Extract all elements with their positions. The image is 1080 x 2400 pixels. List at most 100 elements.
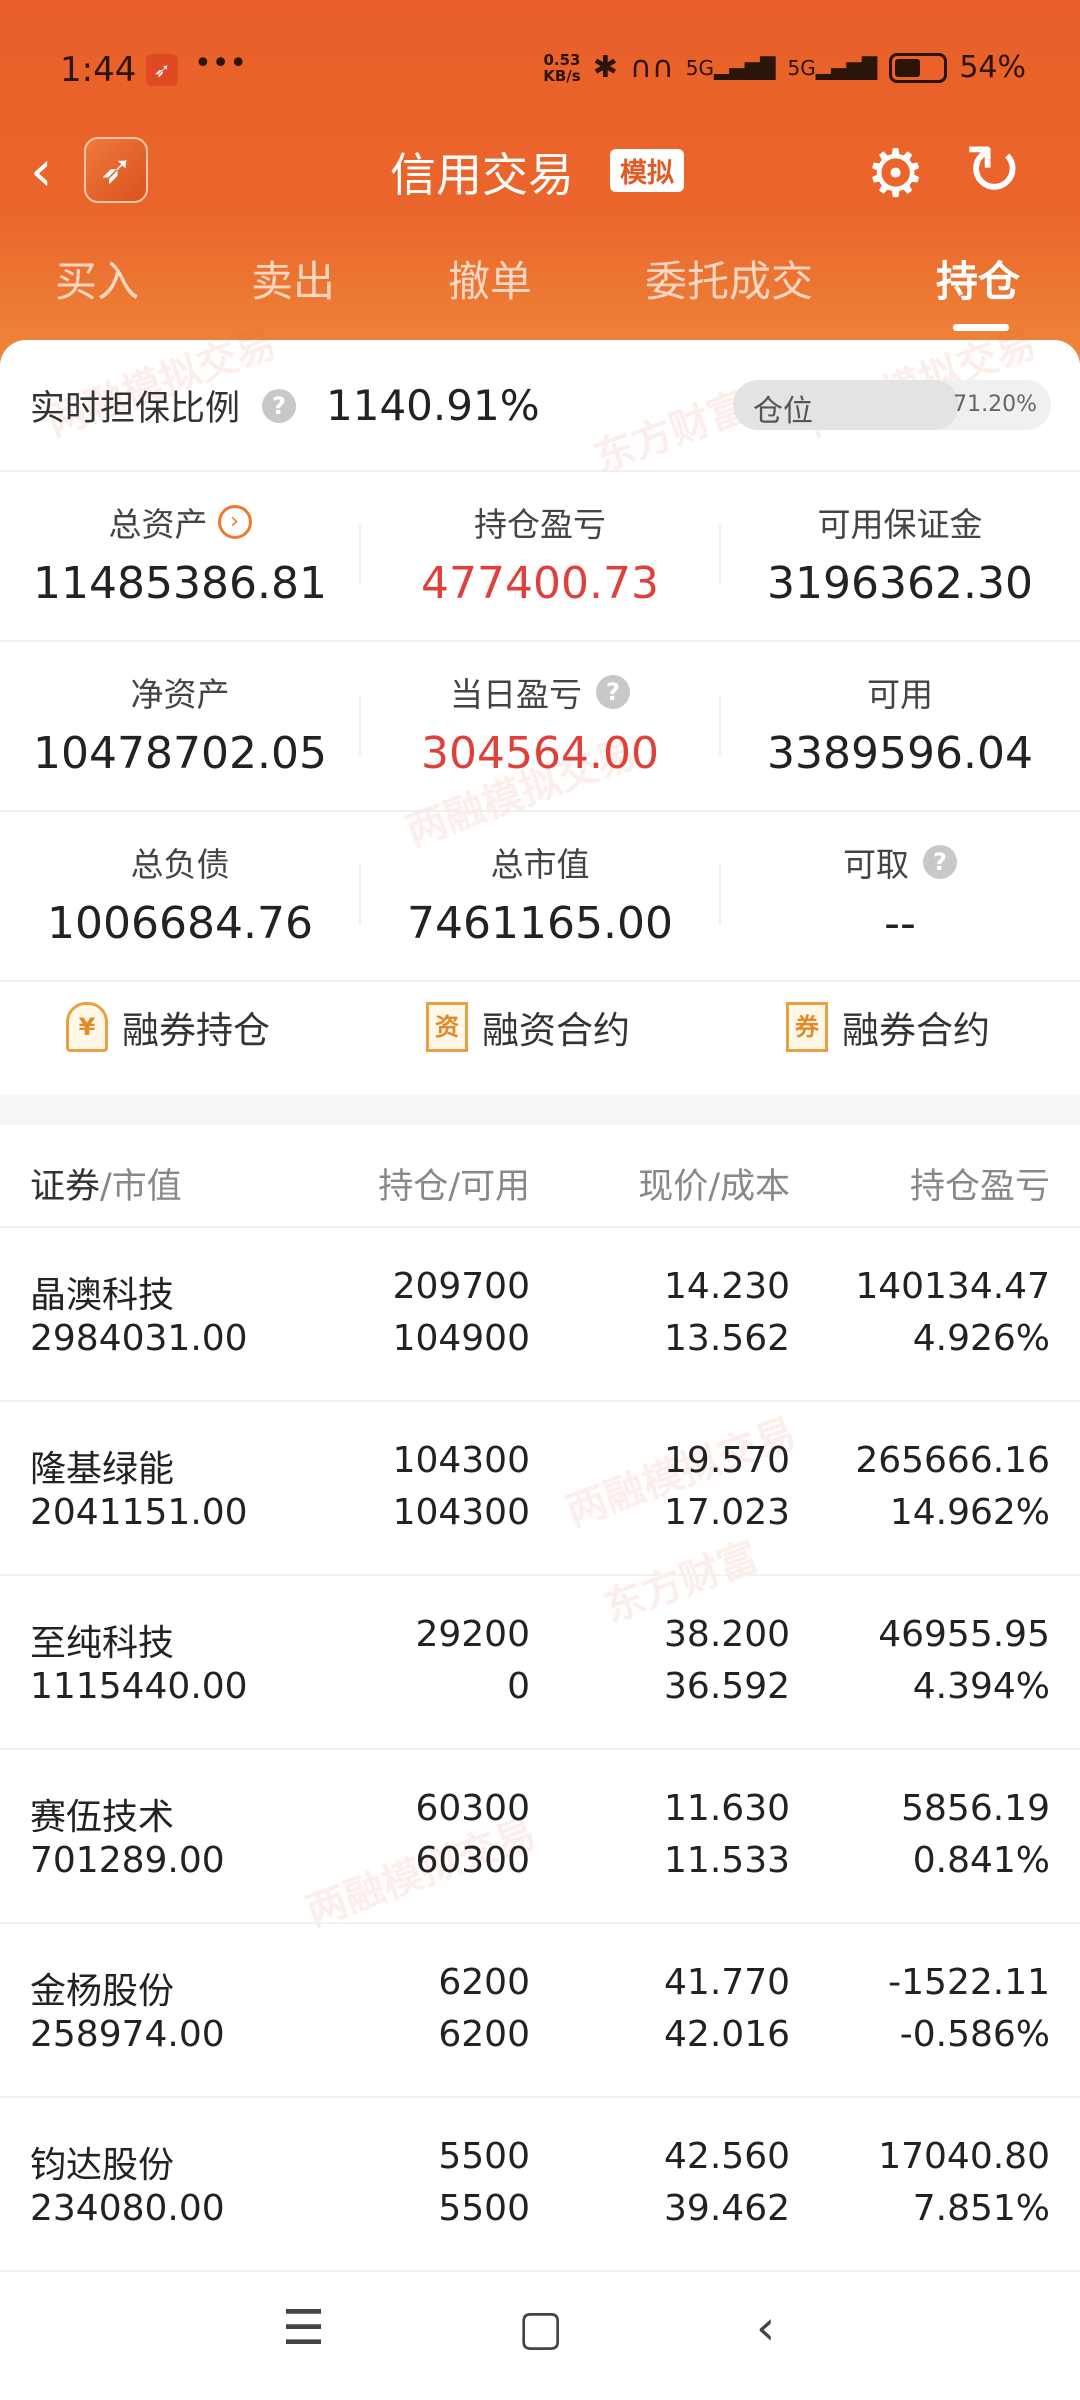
more-notifications-icon: •••	[194, 46, 248, 81]
signal-icon: 5G▂▄▆█	[685, 55, 776, 80]
summary-net-assets: 净资产 10478702.05	[33, 675, 327, 779]
cell-hold: 6200	[438, 1962, 530, 2003]
simulation-badge: 模拟	[610, 149, 684, 192]
cell-pnl: 17040.80	[878, 2136, 1050, 2177]
cell-avail: 60300	[415, 1840, 530, 1881]
cell-avail: 5500	[438, 2188, 530, 2229]
cell-name: 赛伍技术	[30, 1797, 175, 1838]
home-icon[interactable]: ▢	[518, 2300, 564, 2356]
app-header: ‹ ➶ 信用交易 模拟 ⚙ ↻	[0, 125, 1080, 215]
table-row[interactable]: 晶澳科技 2984031.00 209700 104900 14.230 13.562 14…	[0, 1228, 1080, 1402]
cell-price: 14.230	[664, 1266, 790, 1307]
tab-orders[interactable]: 委托成交	[645, 257, 814, 306]
summary-withdrawable: 可取? --	[720, 840, 1080, 949]
status-bar: 1:44 ➶ ••• 0.53 KB/s ✱ ∩∩ 5G▂▄▆█ 5G▂▄▆█ 5…	[0, 40, 1080, 100]
divider	[0, 810, 1080, 812]
cell-avail: 6200	[438, 2014, 530, 2055]
cell-mv: 234080.00	[30, 2188, 225, 2229]
cell-cost: 42.016	[664, 2014, 790, 2055]
summary-available-margin: 可用保证金 3196362.30	[767, 505, 1033, 609]
cell-mv: 2984031.00	[30, 1318, 248, 1359]
cell-name: 至纯科技	[30, 1623, 175, 1664]
cell-pnl: -1522.11	[888, 1962, 1050, 2003]
cell-pct: 4.926%	[912, 1318, 1050, 1359]
summary-available: 可用 3389596.04	[767, 675, 1033, 779]
margin-contracts-button[interactable]: 资融资合约	[426, 1000, 630, 1054]
cell-name: 钧达股份	[30, 2145, 175, 2186]
table-row[interactable]: 至纯科技 1115440.00 29200 0 38.200 36.592 46955.95…	[0, 1576, 1080, 1750]
summary-market-value: 总市值 7461165.00	[407, 845, 673, 949]
divider	[0, 980, 1080, 982]
cell-mv: 258974.00	[30, 2014, 225, 2055]
cell-price: 42.560	[664, 2136, 790, 2177]
cell-pnl: 140134.47	[855, 1266, 1050, 1307]
cell-pnl: 5856.19	[901, 1788, 1050, 1829]
bluetooth-icon: ✱	[592, 50, 618, 85]
collateral-ratio-label: 实时担保比例	[30, 389, 241, 429]
help-icon[interactable]: ?	[262, 388, 297, 423]
cell-pct: 4.394%	[912, 1666, 1050, 1707]
battery-percent: 54%	[959, 50, 1026, 85]
help-icon[interactable]: ?	[923, 845, 957, 879]
cell-pct: 0.841%	[912, 1840, 1050, 1881]
battery-icon	[889, 52, 948, 83]
cell-pct: 14.962%	[889, 1492, 1050, 1533]
cell-avail: 104900	[392, 1318, 530, 1359]
cell-pnl: 265666.16	[855, 1440, 1050, 1481]
divider	[0, 1226, 1080, 1228]
tab-buy[interactable]: 买入	[55, 257, 140, 306]
receipt-icon: 资	[426, 1002, 468, 1052]
refresh-icon[interactable]: ↻	[964, 129, 1023, 211]
signal-icon-2: 5G▂▄▆█	[787, 55, 878, 80]
watermark: 东方财富	[588, 383, 755, 482]
back-nav-icon[interactable]: ‹	[756, 2300, 776, 2356]
summary-total-assets[interactable]: 总资产 › 11485386.81	[33, 505, 327, 609]
cell-hold: 29200	[415, 1614, 530, 1655]
cell-pnl: 46955.95	[878, 1614, 1050, 1655]
system-nav-bar: ☰ ▢ ‹	[0, 2300, 1080, 2370]
cell-price: 11.630	[664, 1788, 790, 1829]
cell-price: 19.570	[664, 1440, 790, 1481]
cell-price: 38.200	[664, 1614, 790, 1655]
collateral-ratio: 实时担保比例 ? 1140.91%	[30, 380, 540, 431]
short-positions-button[interactable]: ¥ 融券持仓	[66, 1000, 270, 1054]
cell-cost: 17.023	[664, 1492, 790, 1533]
cell-hold: 104300	[392, 1440, 530, 1481]
position-bar-fill	[733, 380, 960, 430]
help-icon[interactable]: ?	[596, 675, 630, 709]
divider	[0, 640, 1080, 642]
table-row[interactable]: 赛伍技术 701289.00 60300 60300 11.630 11.533 5856.…	[0, 1750, 1080, 1924]
menu-icon[interactable]: ☰	[282, 2300, 326, 2356]
status-time: 1:44	[60, 50, 137, 90]
cell-hold: 209700	[392, 1266, 530, 1307]
network-speed: 0.53 KB/s	[543, 50, 581, 85]
back-icon[interactable]: ‹	[30, 139, 53, 204]
tab-sell[interactable]: 卖出	[251, 257, 336, 306]
arrow-circle-icon[interactable]: ›	[217, 505, 252, 539]
table-row[interactable]: 隆基绿能 2041151.00 104300 104300 19.570 17.023 26…	[0, 1402, 1080, 1576]
cell-price: 41.770	[664, 1962, 790, 2003]
cell-mv: 1115440.00	[30, 1666, 248, 1707]
divider	[0, 470, 1080, 472]
cell-cost: 13.562	[664, 1318, 790, 1359]
cell-avail: 104300	[392, 1492, 530, 1533]
table-row[interactable]: 钧达股份 234080.00 5500 5500 42.560 39.462 17040.8…	[0, 2098, 1080, 2272]
app-logo: ➶	[84, 137, 148, 203]
tab-positions[interactable]: 持仓	[936, 257, 1021, 306]
position-label: 仓位	[753, 394, 813, 429]
cell-pct: -0.586%	[899, 2014, 1050, 2055]
content-card: 两融模拟交易 两融模拟交易 东方财富 两融模拟交易 两融模拟交易 东方财富 两融…	[0, 320, 1080, 2400]
table-row[interactable]: 金杨股份 258974.00 6200 6200 41.770 42.016 -1522.1…	[0, 1924, 1080, 2098]
cell-pct: 7.851%	[912, 2188, 1050, 2229]
settings-gear-icon[interactable]: ⚙	[866, 135, 926, 212]
cell-cost: 36.592	[664, 1666, 790, 1707]
cell-cost: 39.462	[664, 2188, 790, 2229]
cell-name: 晶澳科技	[30, 1275, 175, 1316]
page-title: 信用交易	[390, 148, 574, 202]
tab-cancel[interactable]: 撤单	[448, 257, 533, 306]
active-tab-indicator	[953, 324, 1009, 331]
short-contracts-button[interactable]: 券融券合约	[786, 1000, 990, 1054]
cell-cost: 11.533	[664, 1840, 790, 1881]
position-bar: 仓位 71.20%	[733, 380, 1051, 430]
earbuds-icon: ∩∩	[629, 50, 674, 85]
